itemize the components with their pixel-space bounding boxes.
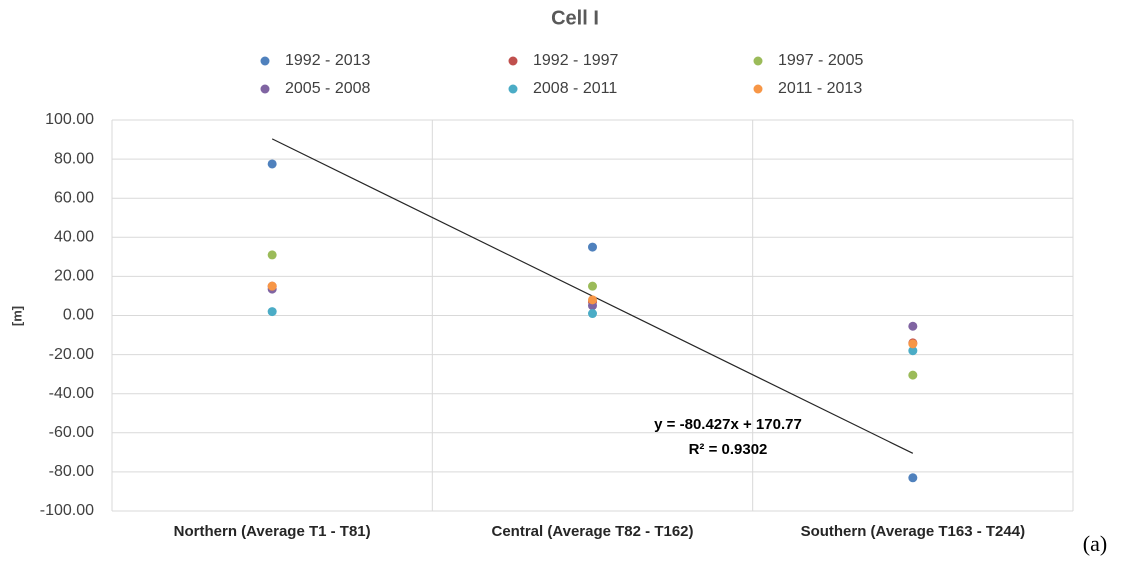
y-tick-label: -60.00 bbox=[49, 424, 94, 441]
point bbox=[908, 339, 918, 349]
point bbox=[588, 309, 597, 319]
trendline-equation: y = -80.427x + 170.77 bbox=[654, 416, 802, 433]
y-axis-label: [m] bbox=[9, 306, 24, 326]
y-tick-label: -100.00 bbox=[40, 502, 94, 519]
legend-label: 1992 - 1997 bbox=[533, 52, 619, 69]
legend-label: 1992 - 2013 bbox=[285, 52, 371, 69]
point bbox=[908, 370, 918, 380]
panel-label: (a) bbox=[1083, 531, 1107, 556]
y-tick-label: 0.00 bbox=[63, 307, 94, 324]
legend-label: 1997 - 2005 bbox=[778, 52, 864, 69]
point bbox=[267, 307, 277, 317]
legend-marker bbox=[508, 84, 518, 94]
point bbox=[267, 159, 277, 169]
x-tick-label: Northern (Average T1 - T81) bbox=[174, 523, 371, 540]
y-tick-label: -80.00 bbox=[49, 463, 94, 480]
x-tick-label: Central (Average T82 - T162) bbox=[491, 523, 693, 540]
point bbox=[267, 281, 277, 291]
point bbox=[588, 295, 597, 305]
legend-marker bbox=[753, 84, 763, 94]
legend-label: 2005 - 2008 bbox=[285, 80, 371, 97]
y-tick-label: 40.00 bbox=[54, 229, 94, 246]
y-tick-label: 80.00 bbox=[54, 150, 94, 167]
y-tick-label: 60.00 bbox=[54, 189, 94, 206]
y-tick-label: 20.00 bbox=[54, 268, 94, 285]
legend-label: 2011 - 2013 bbox=[778, 80, 862, 97]
y-tick-label: -20.00 bbox=[49, 346, 94, 363]
point bbox=[908, 473, 918, 483]
trendline-r2: R² = 0.9302 bbox=[689, 441, 768, 458]
y-tick-label: -40.00 bbox=[49, 385, 94, 402]
y-tick-label: 100.00 bbox=[45, 111, 94, 128]
legend-marker bbox=[753, 56, 763, 66]
x-tick-label: Southern (Average T163 - T244) bbox=[801, 523, 1026, 540]
point bbox=[908, 321, 918, 331]
chart-title: Cell I bbox=[551, 7, 599, 29]
point bbox=[588, 281, 597, 291]
legend-label: 2008 - 2011 bbox=[533, 80, 617, 97]
legend-marker bbox=[508, 56, 518, 66]
legend-marker bbox=[260, 84, 270, 94]
point bbox=[588, 242, 597, 252]
point bbox=[908, 346, 918, 356]
legend-marker bbox=[260, 56, 270, 66]
point bbox=[267, 250, 277, 260]
